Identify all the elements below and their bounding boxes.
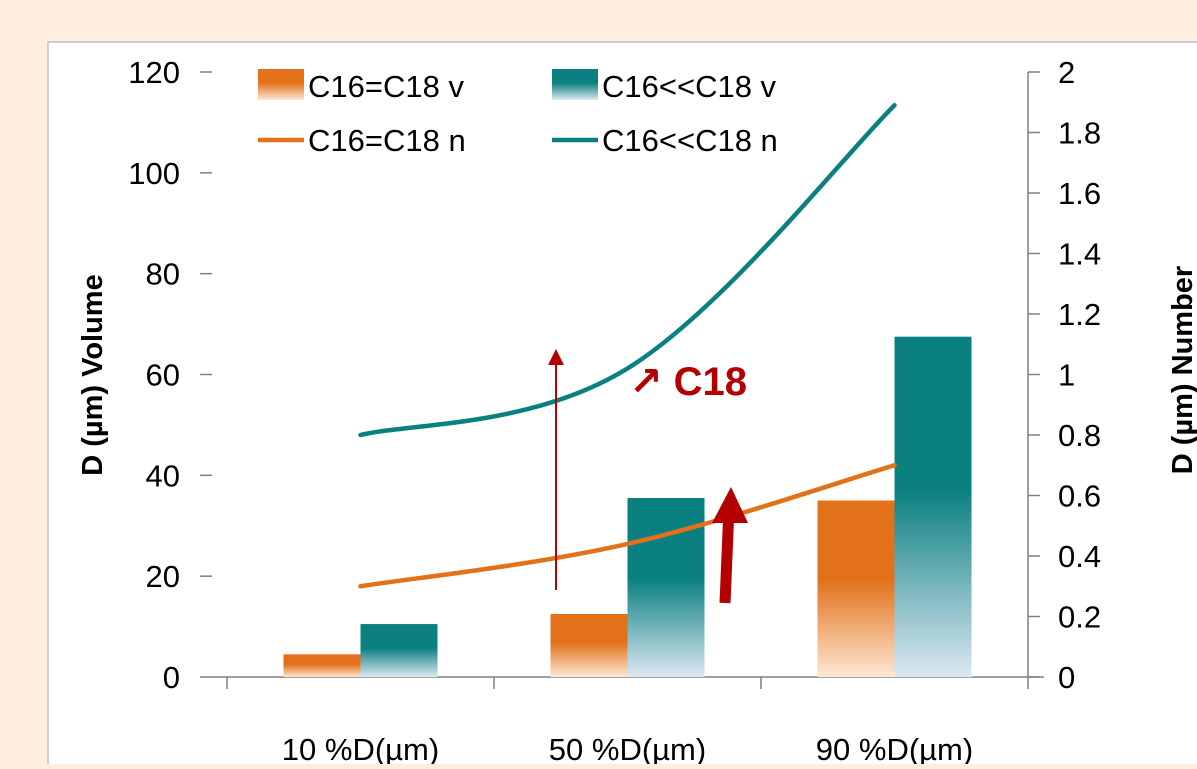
y-tick-label: 100 xyxy=(128,156,180,191)
y-tick-label: 40 xyxy=(146,458,180,493)
y2-tick-label: 0.4 xyxy=(1058,539,1101,574)
legend-swatch xyxy=(258,69,304,100)
x-tick-label: 10 %D(µm) xyxy=(282,732,439,764)
y2-tick-label: 0 xyxy=(1058,660,1075,695)
x-tick-label: 90 %D(µm) xyxy=(816,732,973,764)
y2-tick-label: 1.6 xyxy=(1058,176,1101,211)
y2-tick-label: 1.2 xyxy=(1058,297,1101,332)
annotation-thick-arrow-shaft xyxy=(719,507,735,604)
annotation-thick-arrow-head xyxy=(712,487,748,523)
legend-label: C16=C18 n xyxy=(308,123,466,158)
y-tick-label: 60 xyxy=(146,358,180,393)
annotation-label: ↗ C18 xyxy=(629,360,747,404)
y-tick-label: 0 xyxy=(163,660,180,695)
y-tick-label: 80 xyxy=(146,257,180,292)
bar-c16-c18-v xyxy=(283,654,361,677)
line-c16-c18-n xyxy=(358,463,897,589)
line-c16-c18-n xyxy=(358,103,897,438)
y-axis-title: D (µm) Volume xyxy=(77,274,109,475)
legend-label: C16=C18 v xyxy=(308,69,464,104)
legend-swatch xyxy=(552,69,598,100)
legend-label: C16<<C18 n xyxy=(602,123,778,158)
bar-c16-c18-v xyxy=(627,498,705,677)
y2-tick-label: 1.4 xyxy=(1058,237,1101,272)
y2-tick-label: 1.8 xyxy=(1058,116,1101,151)
y-tick-label: 20 xyxy=(146,559,180,594)
y2-tick-label: 0.2 xyxy=(1058,600,1101,635)
y2-axis-title: D (µm) Number xyxy=(1167,266,1197,474)
y2-tick-label: 0.8 xyxy=(1058,418,1101,453)
y2-tick-label: 2 xyxy=(1058,55,1075,90)
bar-c16-c18-v xyxy=(360,624,438,677)
bar-c16-c18-v xyxy=(817,500,895,677)
x-tick-label: 50 %D(µm) xyxy=(549,732,706,764)
bar-c16-c18-v xyxy=(550,613,628,677)
y-tick-label: 120 xyxy=(128,55,180,90)
y2-tick-label: 1 xyxy=(1058,358,1075,393)
y2-tick-label: 0.6 xyxy=(1058,479,1101,514)
bar-c16-c18-v xyxy=(894,336,972,677)
legend-label: C16<<C18 v xyxy=(602,69,777,104)
